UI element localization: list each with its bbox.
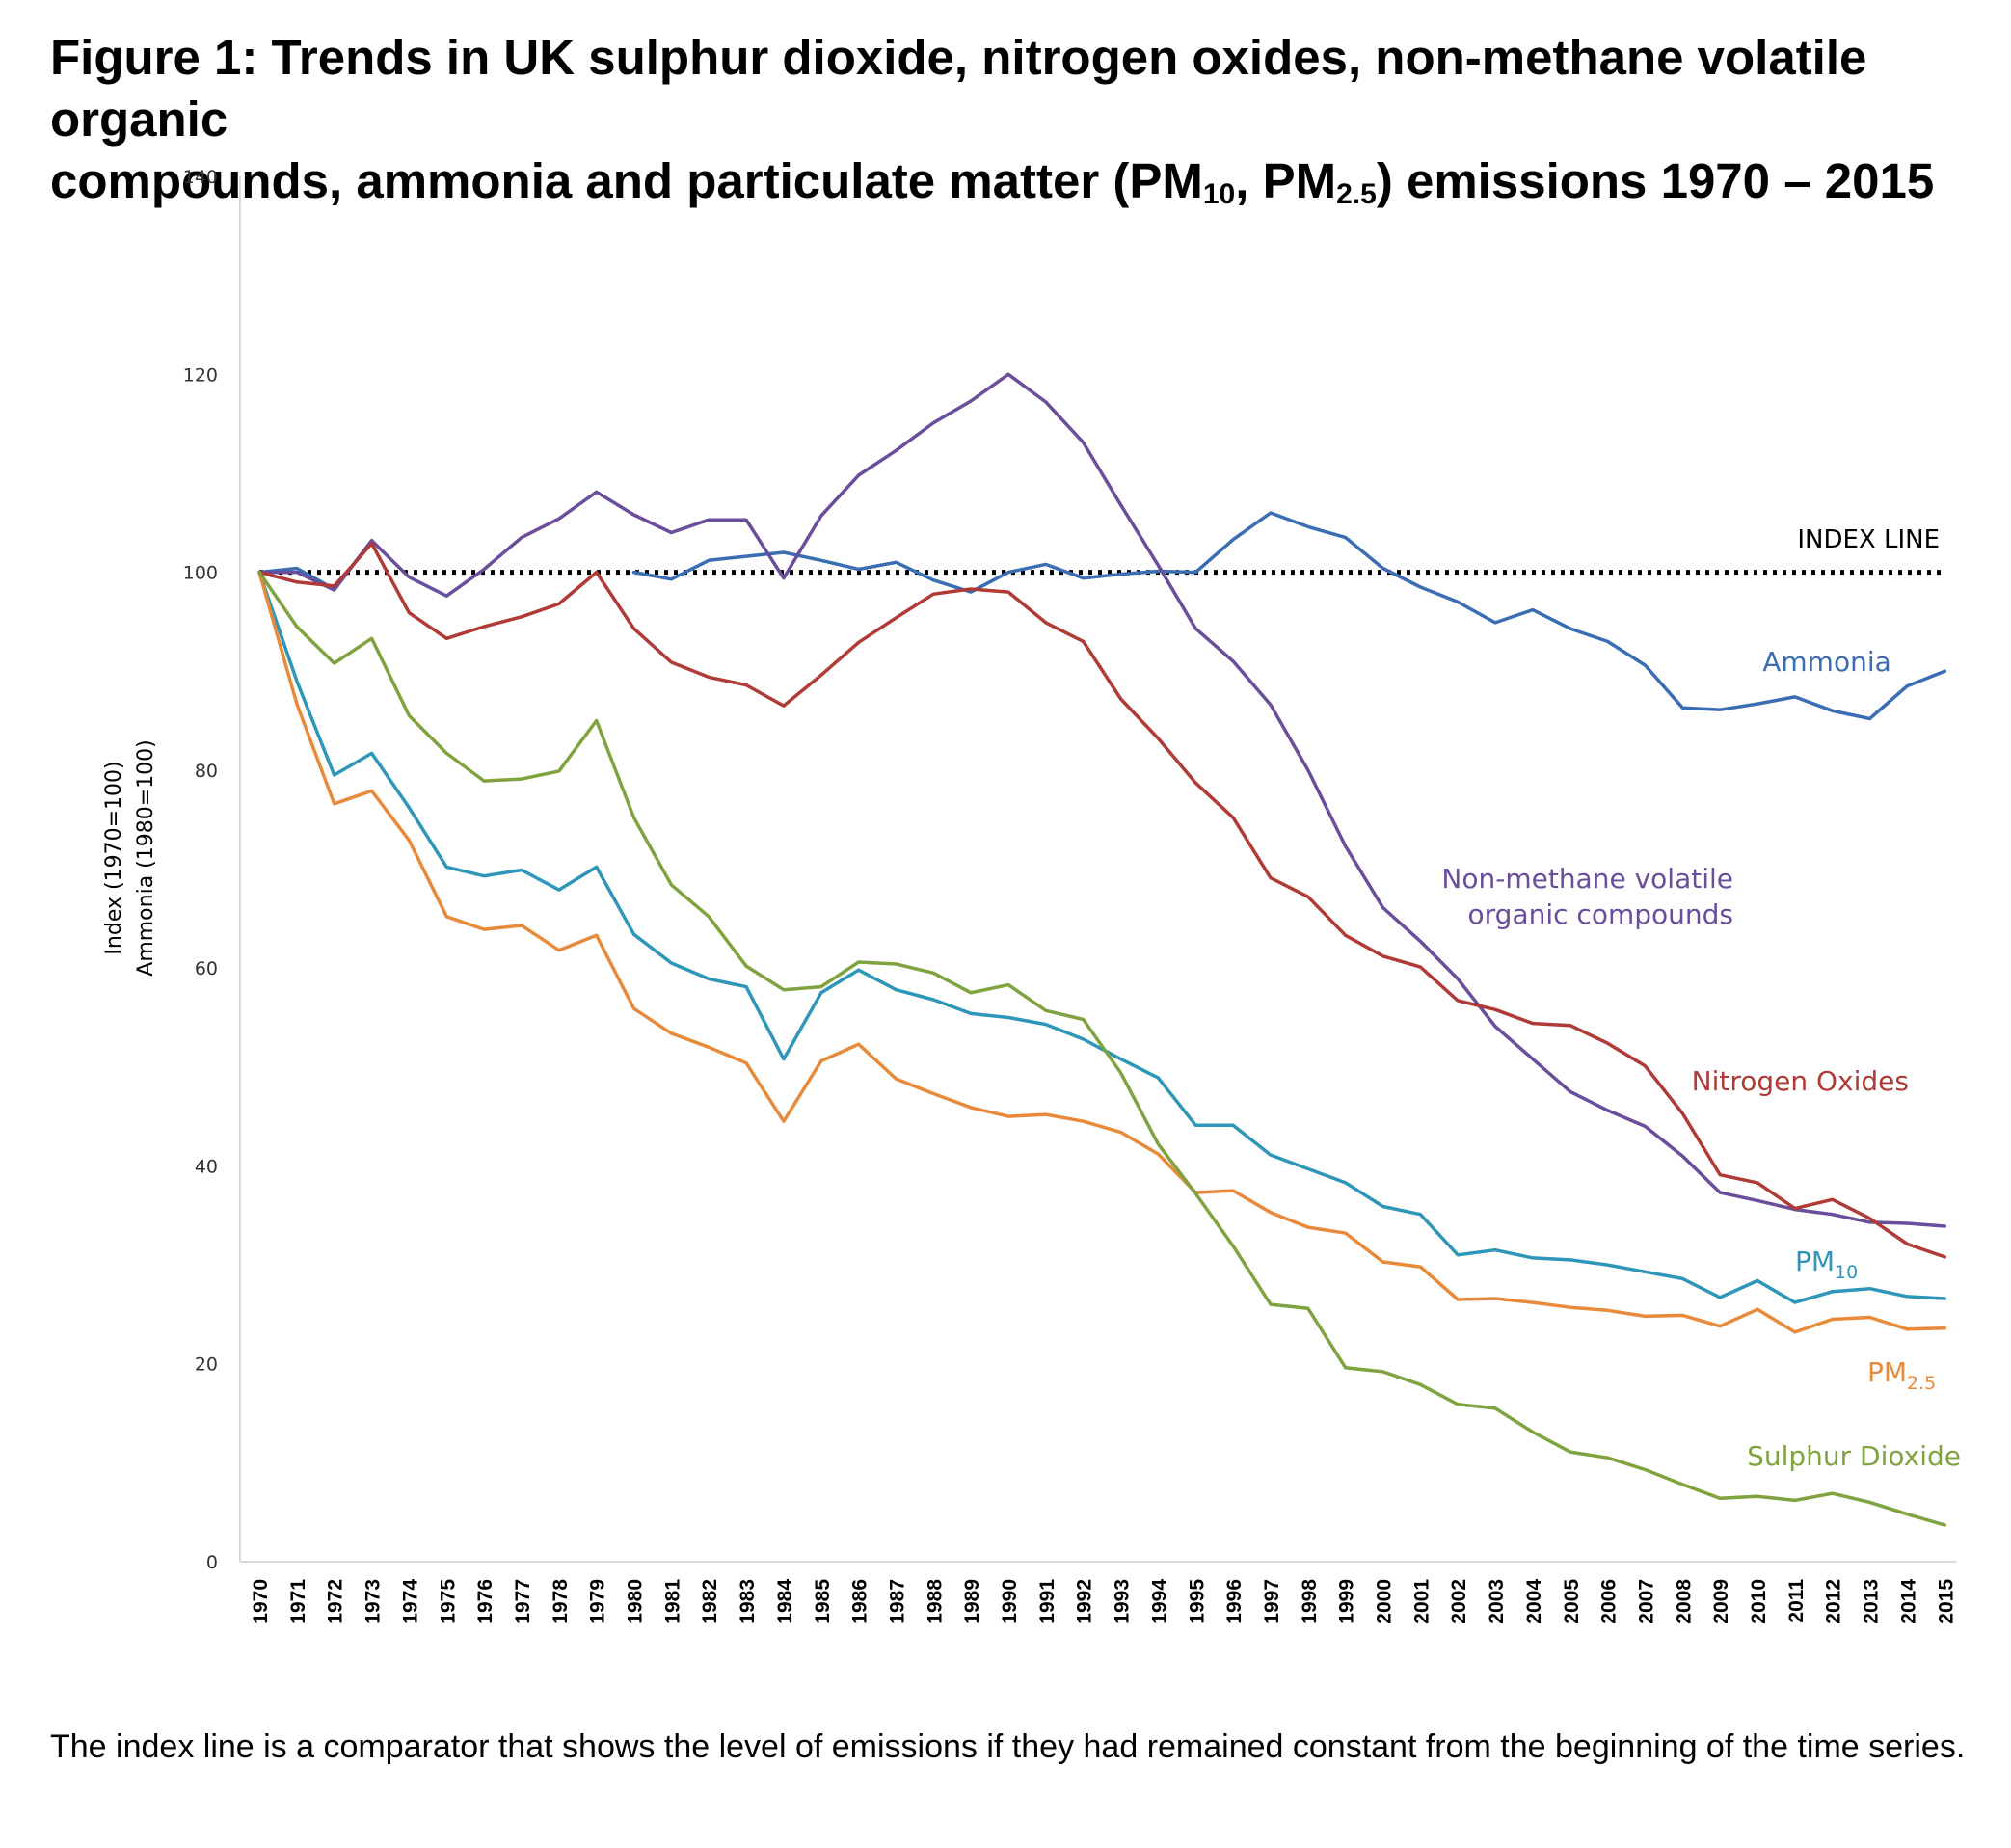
- nitrogen-oxides-label: Nitrogen Oxides: [1692, 1065, 1909, 1097]
- y-axis: 0 20 40 60 80 100 120 140: [183, 167, 241, 1573]
- y-tick-label: 100: [183, 563, 218, 584]
- pm25-label: PM2.5: [1867, 1356, 1936, 1394]
- x-tick-label: 1976: [474, 1579, 496, 1624]
- x-tick-label: 1993: [1112, 1579, 1134, 1624]
- figure-caption: The index line is a comparator that show…: [50, 1728, 1966, 1765]
- x-tick-label: 2003: [1486, 1579, 1508, 1624]
- nmvoc-label-line-2: organic compounds: [1468, 898, 1733, 930]
- x-tick-label: 1980: [625, 1579, 647, 1624]
- x-tick-label: 1983: [737, 1579, 759, 1624]
- x-tick-label: 1971: [287, 1579, 309, 1624]
- x-tick-label: 1990: [999, 1579, 1021, 1624]
- pm10-series-line: [257, 570, 1947, 1304]
- y-tick-label: 120: [183, 364, 218, 386]
- x-tick-label: 2005: [1561, 1579, 1583, 1624]
- x-tick-label: 1982: [699, 1579, 721, 1624]
- x-tick-label: 1997: [1261, 1579, 1283, 1624]
- x-tick-label: 2013: [1861, 1579, 1883, 1624]
- x-tick-label: 1985: [812, 1579, 834, 1624]
- y-tick-label: 80: [195, 761, 218, 782]
- x-tick-label: 1989: [961, 1579, 983, 1624]
- y-axis-title-line-1: Index (1970=100): [102, 761, 126, 954]
- y-tick-label: 140: [183, 167, 218, 188]
- x-tick-label: 1973: [362, 1579, 385, 1624]
- x-tick-label: 2006: [1598, 1579, 1621, 1624]
- pm10-label: PM10: [1795, 1245, 1858, 1283]
- x-tick-label: 1991: [1036, 1579, 1059, 1624]
- x-tick-label: 1984: [774, 1579, 796, 1624]
- x-tick-label: 2010: [1748, 1579, 1770, 1624]
- ammonia-label: Ammonia: [1762, 646, 1891, 678]
- x-tick-label: 2011: [1785, 1579, 1808, 1623]
- x-tick-label: 2008: [1673, 1579, 1695, 1624]
- x-tick-label: 1999: [1336, 1579, 1358, 1624]
- nmvoc-label-line-1: Non-methane volatile: [1441, 863, 1733, 895]
- sulphur-dioxide-label: Sulphur Dioxide: [1747, 1440, 1961, 1472]
- x-tick-label: 1979: [587, 1579, 609, 1624]
- x-tick-label: 2009: [1710, 1579, 1732, 1624]
- nmvoc-series-line: [257, 372, 1947, 1228]
- x-tick-label: 1972: [325, 1579, 347, 1624]
- pm25-series-line: [257, 570, 1947, 1334]
- x-tick-label: 2012: [1823, 1579, 1845, 1624]
- y-axis-title-line-2: Ammonia (1980=100): [134, 739, 158, 976]
- x-axis: 1970 1971 1972 1973 1974 1975 1976 1977 1978 1979…: [240, 1561, 1957, 1624]
- x-tick-label: 1975: [437, 1579, 459, 1624]
- title-line-2: compounds, ammonia and particulate matte…: [50, 153, 1935, 210]
- x-tick-label: 1987: [886, 1579, 908, 1624]
- index-line-label: INDEX LINE: [1797, 525, 1940, 554]
- x-tick-label: 1974: [399, 1579, 421, 1624]
- y-tick-label: 40: [195, 1156, 218, 1177]
- x-tick-label: 1995: [1186, 1579, 1208, 1624]
- x-tick-label: 2007: [1635, 1579, 1657, 1624]
- x-tick-label: 1986: [849, 1579, 871, 1624]
- x-tick-label: 1994: [1148, 1579, 1170, 1624]
- nox-series-line: [257, 542, 1947, 1259]
- x-tick-label: 1977: [512, 1579, 534, 1624]
- x-tick-label: 1970: [250, 1579, 272, 1624]
- x-tick-label: 2014: [1897, 1579, 1919, 1624]
- x-tick-label: 2015: [1935, 1579, 1957, 1624]
- y-tick-label: 20: [195, 1354, 218, 1376]
- figure-title: Figure 1: Trends in UK sulphur dioxide, …: [50, 27, 1978, 212]
- x-tick-label: 1988: [924, 1579, 946, 1624]
- x-tick-label: 1992: [1074, 1579, 1096, 1624]
- x-tick-label: 2001: [1410, 1579, 1433, 1624]
- x-tick-label: 1996: [1223, 1579, 1246, 1624]
- series-lines: [257, 372, 1947, 1527]
- x-tick-label: 1978: [550, 1579, 572, 1624]
- x-tick-label: 2000: [1374, 1579, 1396, 1624]
- title-line-1: Figure 1: Trends in UK sulphur dioxide, …: [50, 30, 1867, 147]
- y-tick-label: 0: [206, 1552, 218, 1573]
- x-tick-label: 2004: [1523, 1579, 1545, 1624]
- x-tick-label: 1998: [1299, 1579, 1321, 1624]
- x-tick-label: 1981: [661, 1579, 684, 1624]
- so2-series-line: [257, 570, 1947, 1527]
- y-tick-label: 60: [195, 958, 218, 979]
- x-tick-label: 2002: [1448, 1579, 1470, 1624]
